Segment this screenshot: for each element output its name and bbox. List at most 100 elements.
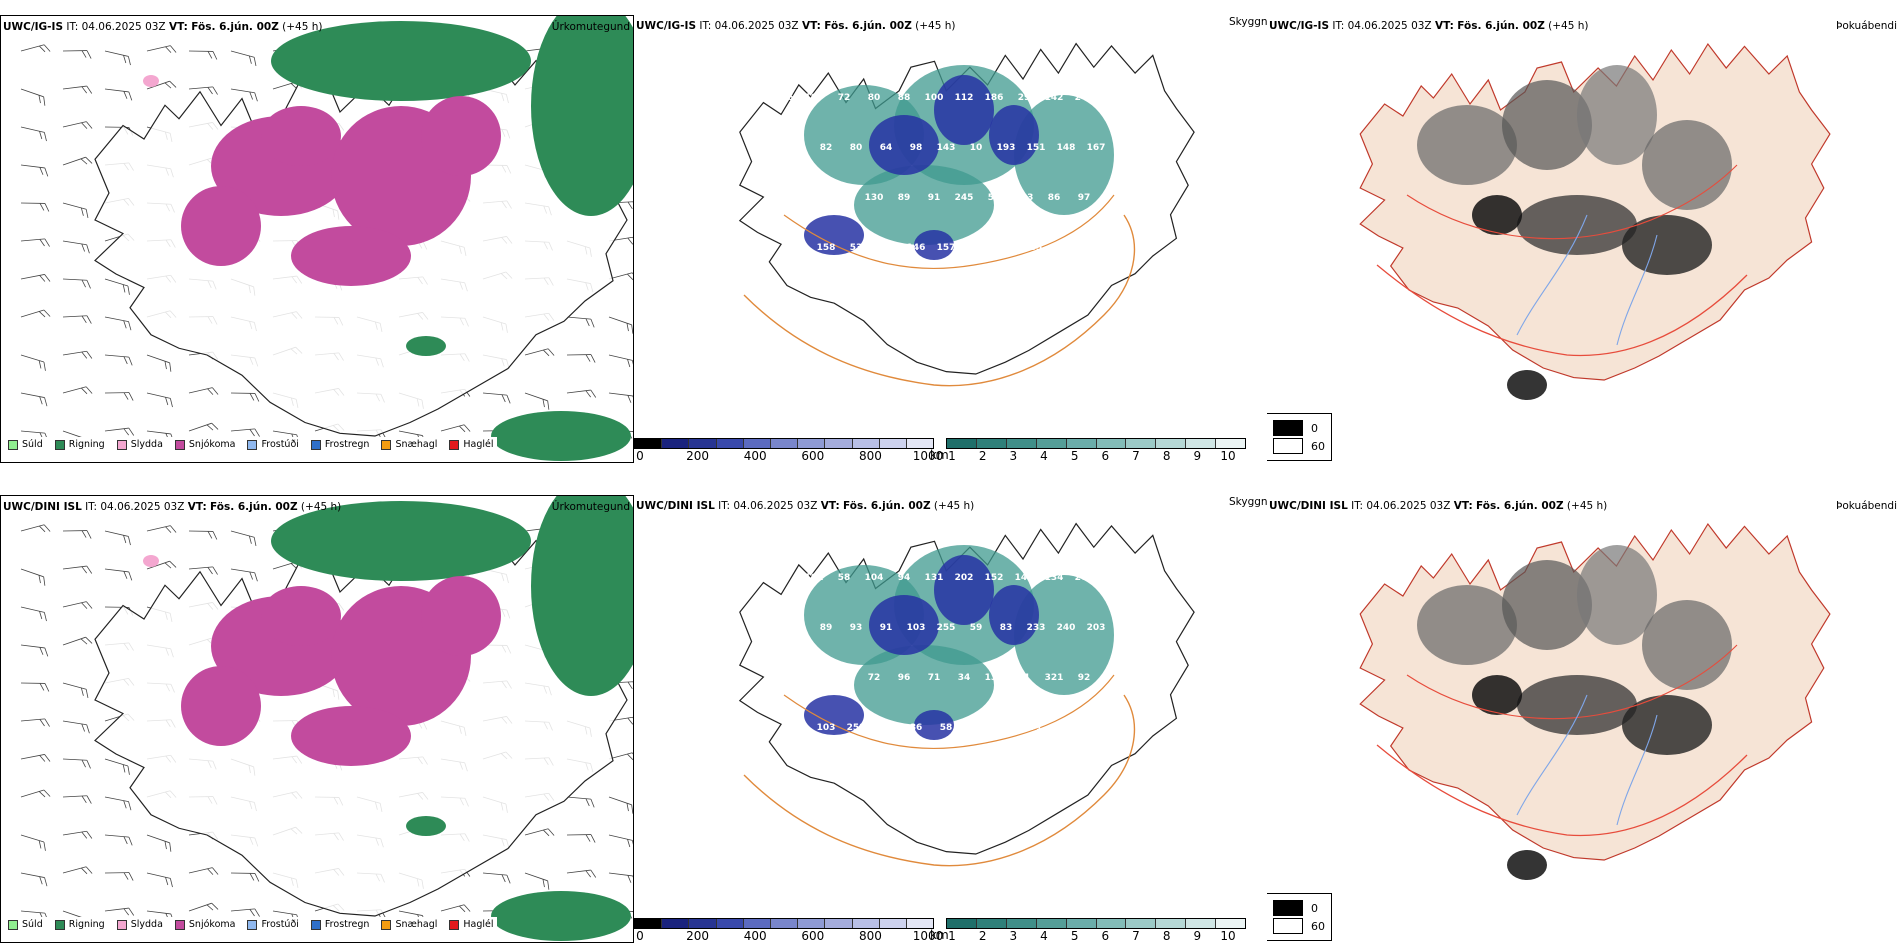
- rain-area: [491, 891, 631, 941]
- wind-barb: [230, 392, 260, 402]
- cloud-height-label: 71: [1018, 673, 1031, 683]
- cloud-height-label: 167: [1087, 143, 1106, 153]
- legend-item: Haglél: [449, 439, 494, 450]
- wind-barb: [62, 240, 90, 254]
- legend-swatch: [116, 919, 127, 930]
- colorbar-tick: 4: [1040, 929, 1048, 943]
- wind-barb: [566, 316, 595, 328]
- legend-swatch: [54, 919, 65, 930]
- snow-area: [291, 706, 411, 766]
- precip-map: [20, 496, 633, 941]
- colorbar-segment: [852, 919, 880, 928]
- wind-barb: [104, 427, 135, 436]
- wind-barb: [20, 309, 51, 318]
- model-name: UWC/DINI ISL: [636, 500, 715, 512]
- colorbar-tick: 5: [1070, 449, 1079, 463]
- lead-time: (+45 h): [915, 20, 956, 32]
- cloud-height-label: 96: [898, 673, 911, 683]
- wind-barb: [62, 601, 93, 609]
- cloud-height-label: 112: [955, 93, 974, 103]
- wind-barb: [188, 422, 219, 432]
- wind-barb: [608, 316, 633, 334]
- wind-barb: [20, 789, 51, 798]
- colorbar-segment: [743, 919, 771, 928]
- wind-barb: [146, 834, 172, 852]
- rain-area: [271, 501, 531, 581]
- vt-value: Fös. 6.jún. 00Z: [824, 20, 912, 32]
- cloud-height-label: 113: [1015, 193, 1034, 203]
- colorbar-tick: 1: [948, 449, 956, 463]
- fog-area: [1472, 195, 1522, 235]
- cloud-legend-item: 0: [1273, 900, 1325, 916]
- wind-barb: [62, 636, 93, 646]
- cloud-height-label: 26: [778, 573, 791, 583]
- it-value: 04.06.2025 03Z: [1366, 500, 1451, 512]
- cloud-height-label: 245: [955, 193, 974, 203]
- legend-swatch: [8, 439, 18, 450]
- cloud-height-label: 54: [988, 193, 1001, 203]
- cloud-height-label: 29: [1018, 93, 1031, 103]
- cloud-base-area: [914, 710, 954, 740]
- fog-area: [1517, 675, 1637, 735]
- wind-barb: [62, 720, 90, 734]
- colorbar-tick: 200: [686, 929, 710, 943]
- colorbar-segment: [947, 439, 977, 448]
- fog-map: [1359, 522, 1831, 880]
- cloud-height-label: 34: [958, 673, 971, 683]
- colorbar-segment: [1006, 439, 1037, 448]
- colorbar-segment: [976, 439, 1007, 448]
- lead-time: (+45 h): [282, 21, 323, 33]
- panel-title: Þokuábendi: [1836, 20, 1897, 32]
- vt-value: Fös. 6.jún. 00Z: [843, 500, 931, 512]
- cloud-height-label: 86: [910, 723, 923, 733]
- wind-barb: [104, 530, 131, 546]
- wind-barb: [440, 424, 471, 433]
- wind-barb: [608, 834, 633, 850]
- wind-barb: [104, 354, 133, 366]
- panel-header: UWC/DINI ISL IT: 04.06.2025 03Z VT: Fös.…: [3, 501, 341, 513]
- cloud-base-area: [989, 105, 1039, 165]
- colorbar-tick: 8: [1162, 929, 1171, 943]
- wind-barb: [188, 867, 219, 875]
- cloud-height-label: 100: [925, 93, 944, 103]
- cloud-height-label: 629: [787, 723, 806, 733]
- model-name: UWC/DINI ISL: [1269, 500, 1348, 512]
- cloud-height-label: 103: [907, 623, 926, 633]
- colorbar-tick: 0: [636, 449, 644, 463]
- vt-label: VT:: [1453, 500, 1473, 512]
- wind-barb: [566, 354, 596, 363]
- wind-barb: [524, 392, 550, 410]
- wind-barb: [608, 796, 633, 814]
- colorbar-tick: 200: [686, 449, 710, 463]
- cloud-height-label: 250: [967, 243, 986, 253]
- fog-area: [1577, 545, 1657, 645]
- colorbar-segment: [976, 919, 1007, 928]
- cloud-height-label: 91: [880, 623, 893, 633]
- fog-area: [1417, 105, 1517, 185]
- cloud-height-label: 53: [850, 243, 863, 253]
- legend-swatch: [449, 919, 460, 930]
- wind-barb: [104, 568, 133, 581]
- vt-label: VT:: [820, 500, 840, 512]
- colorbar-tick: 400: [743, 449, 767, 463]
- it-value: 04.06.2025 03Z: [1347, 20, 1432, 32]
- legend-item: Frostúði: [247, 919, 299, 930]
- wind-barb: [230, 908, 260, 917]
- wind-barb: [524, 872, 550, 890]
- wind-barb: [566, 796, 595, 808]
- road: [1376, 264, 1748, 357]
- cloud-height-label: 158: [817, 243, 836, 253]
- precip-type-panel: UWC/IG-IS IT: 04.06.2025 03Z VT: Fös. 6.…: [0, 15, 634, 463]
- visibility-unit: km: [930, 928, 949, 942]
- rain-area: [491, 411, 631, 461]
- wind-barb: [104, 834, 133, 846]
- colorbar-segment: [716, 919, 744, 928]
- colorbar-tick: 2: [978, 449, 987, 463]
- legend-label: Snæhagl: [395, 919, 438, 930]
- cloud-height-label: 71: [1030, 723, 1043, 733]
- cloud-height-label: 240: [1057, 623, 1076, 633]
- cloud-height-label: 86: [1048, 193, 1061, 203]
- legend-label: Haglél: [463, 919, 494, 930]
- cloud-legend-item: 0: [1273, 420, 1325, 436]
- legend-label: Frostúði: [261, 919, 299, 930]
